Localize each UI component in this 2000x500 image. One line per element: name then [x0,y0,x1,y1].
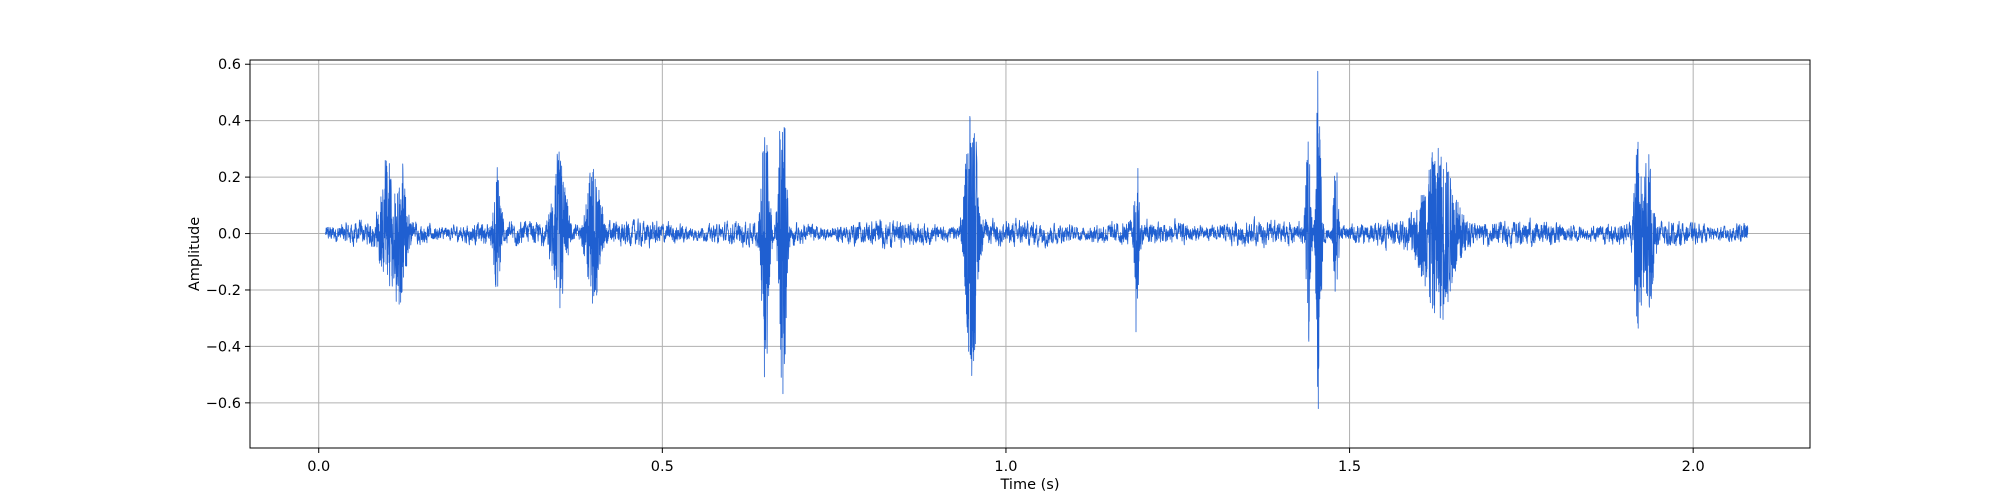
y-tick-label: −0.4 [206,339,241,355]
x-tick-label: 1.5 [1338,459,1361,475]
y-tick-label: −0.6 [206,396,241,412]
waveform-line [325,70,1749,410]
x-axis: 0.0 0.5 1.0 1.5 2.0 [307,448,1705,475]
x-axis-label: Time (s) [1000,477,1060,493]
plot-frame [249,59,1811,449]
y-tick-label: 0.2 [218,170,241,186]
x-tick-label: 0.0 [307,459,330,475]
y-tick-label: 0.4 [218,114,241,130]
y-axis-label: Amplitude [187,217,203,291]
y-tick-label: −0.2 [206,283,241,299]
x-tick-label: 2.0 [1682,459,1705,475]
y-tick-label: 0.0 [218,227,241,243]
y-tick-label: 0.6 [218,57,241,73]
y-axis: −0.6 −0.4 −0.2 0.0 0.2 0.4 0.6 [206,57,250,412]
x-tick-label: 1.0 [994,459,1017,475]
plot-area [250,60,1810,448]
x-tick-label: 0.5 [651,459,674,475]
